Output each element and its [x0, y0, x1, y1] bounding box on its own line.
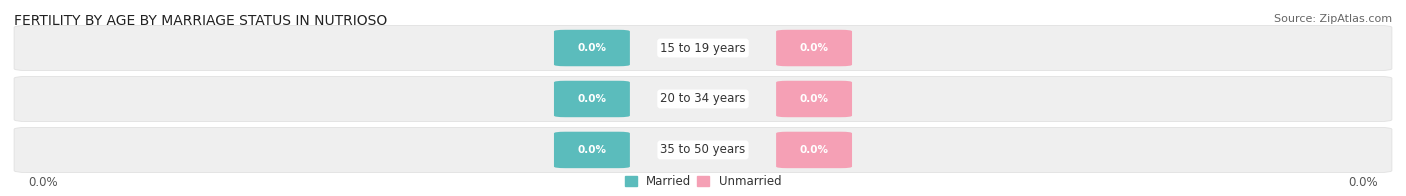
Text: 0.0%: 0.0%	[578, 43, 606, 53]
Text: FERTILITY BY AGE BY MARRIAGE STATUS IN NUTRIOSO: FERTILITY BY AGE BY MARRIAGE STATUS IN N…	[14, 14, 387, 28]
Text: 20 to 34 years: 20 to 34 years	[661, 93, 745, 105]
Text: 0.0%: 0.0%	[800, 43, 828, 53]
Text: 0.0%: 0.0%	[578, 145, 606, 155]
Text: 0.0%: 0.0%	[800, 94, 828, 104]
Text: 0.0%: 0.0%	[578, 94, 606, 104]
Text: 0.0%: 0.0%	[1348, 176, 1378, 189]
Text: 0.0%: 0.0%	[28, 176, 58, 189]
Legend: Married, Unmarried: Married, Unmarried	[623, 172, 783, 190]
Text: Source: ZipAtlas.com: Source: ZipAtlas.com	[1274, 14, 1392, 24]
Text: 15 to 19 years: 15 to 19 years	[661, 42, 745, 54]
Text: 0.0%: 0.0%	[800, 145, 828, 155]
Text: 35 to 50 years: 35 to 50 years	[661, 143, 745, 156]
